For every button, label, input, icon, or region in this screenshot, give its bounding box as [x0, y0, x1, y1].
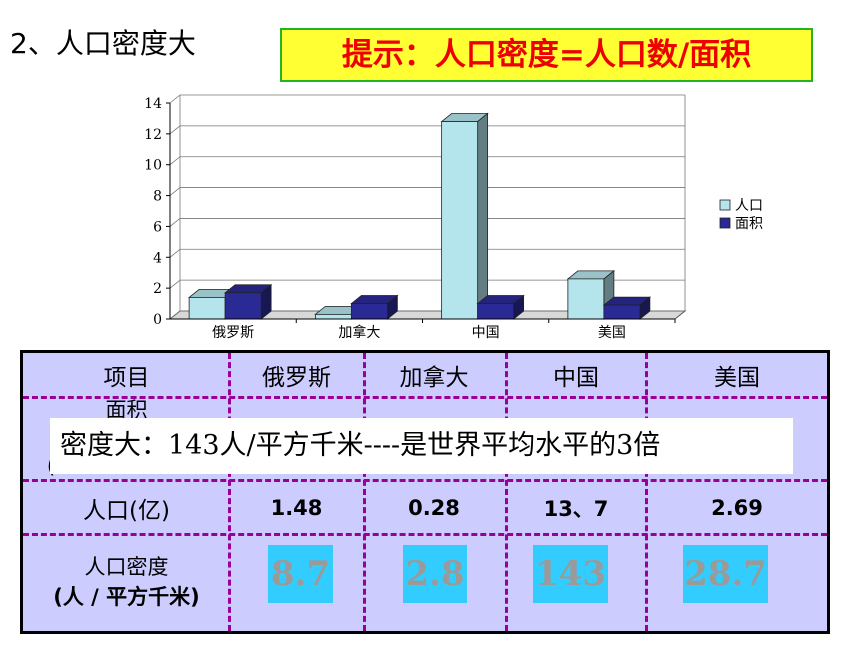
bar-population: [188, 296, 226, 320]
row-divider: [23, 533, 827, 536]
legend-label: 人口: [735, 198, 763, 214]
legend-swatch: [719, 217, 731, 229]
header-usa: 美国: [714, 365, 760, 391]
row-divider: [23, 479, 827, 482]
header-russia: 俄罗斯: [262, 365, 331, 391]
population-china: 13、7: [543, 497, 609, 521]
population-usa: 2.69: [711, 496, 763, 520]
x-tick-label: 加拿大: [338, 324, 380, 341]
bar-area: [477, 303, 515, 320]
y-tick-label: 4: [153, 250, 162, 266]
y-tick-label: 10: [144, 158, 162, 174]
y-tick-label: 12: [144, 127, 162, 143]
bar-area: [603, 304, 641, 320]
legend-label: 面积: [735, 216, 763, 232]
bar-area: [224, 292, 262, 320]
bar-area: [350, 303, 388, 320]
bar-population: [314, 313, 352, 320]
header-item: 项目: [103, 365, 150, 391]
y-tick-label: 0: [153, 312, 162, 328]
column-divider: [645, 353, 648, 631]
density-label-line2: (人 / 平方千米): [53, 585, 200, 609]
y-tick-label: 2: [153, 281, 162, 297]
density-label: 人口密度 (人 / 平方千米): [23, 537, 230, 627]
x-tick-label: 俄罗斯: [212, 325, 254, 341]
column-divider: [228, 353, 231, 631]
population-canada: 0.28: [408, 496, 460, 520]
density-china: 143: [533, 545, 608, 603]
bar-side: [477, 112, 489, 320]
chart-bars: [187, 112, 652, 320]
bar-population: [567, 278, 605, 320]
chart-axes: 0 2 4 6 8 10 12 14 俄罗斯 加拿大 中国 美国: [144, 96, 676, 341]
density-label-line1: 人口密度: [84, 555, 169, 579]
density-canada: 2.8: [403, 545, 467, 603]
plot-area: [170, 95, 685, 319]
density-usa: 28.7: [683, 545, 768, 603]
density-callout: 密度大：143人/平方千米----是世界平均水平的3倍: [50, 418, 793, 474]
y-tick-label: 6: [153, 219, 162, 235]
bar-population: [441, 121, 479, 320]
density-russia: 8.7: [268, 545, 333, 603]
header-canada: 加拿大: [399, 365, 469, 391]
hint-box: 提示：人口密度=人口数/面积: [280, 28, 813, 82]
data-table: 项目 俄罗斯 加拿大 中国 美国 面积 ( 人口(亿) 1.48 0.28 13…: [20, 350, 830, 634]
population-russia: 1.48: [270, 496, 323, 520]
row-divider: [23, 396, 827, 399]
y-tick-label: 14: [144, 96, 162, 112]
x-tick-label: 中国: [472, 325, 500, 341]
column-divider: [505, 353, 508, 631]
column-divider: [363, 353, 366, 631]
x-tick-label: 美国: [598, 325, 626, 341]
page-heading: 2、人口密度大: [10, 27, 196, 60]
population-label: 人口(亿): [83, 498, 170, 524]
header-china: 中国: [553, 365, 599, 391]
y-tick-label: 8: [153, 189, 162, 205]
legend-swatch: [719, 199, 731, 211]
